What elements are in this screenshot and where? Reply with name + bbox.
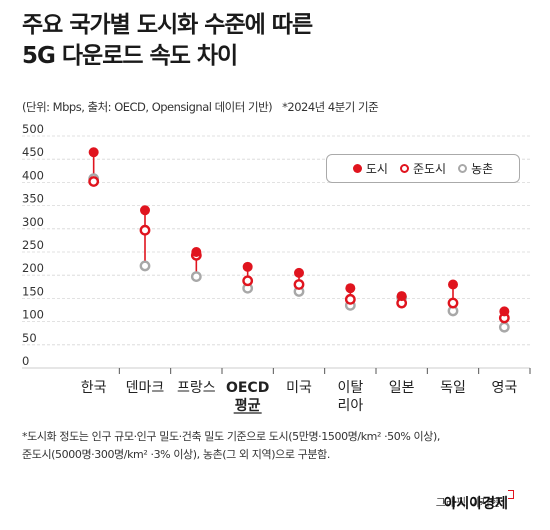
chart-title: 주요 국가별 도시화 수준에 따른 5G 다운로드 속도 차이 — [22, 10, 522, 72]
y-tick-label: 150 — [22, 284, 44, 298]
y-tick-label: 250 — [22, 238, 44, 252]
footnote: *도시화 정도는 인구 규모·인구 밀도·건축 밀도 기준으로 도시(5만명·1… — [22, 428, 532, 464]
x-tick-label: 프랑스 — [177, 380, 216, 396]
legend-label-semi: 준도시 — [412, 162, 447, 176]
semi-urban-point — [344, 293, 356, 305]
y-tick-label: 50 — [22, 331, 37, 345]
unit-source-note: (단위: Mbps, 출처: OECD, Opensignal 데이터 기반) — [22, 100, 273, 114]
urban-point — [88, 147, 99, 158]
title-line-2: 5G 다운로드 속도 차이 — [22, 43, 238, 69]
urban-point — [242, 261, 253, 272]
graphic-credit: 그래픽 이지현 — [435, 496, 500, 509]
urban-point — [396, 291, 407, 302]
rural-point — [139, 260, 151, 272]
y-tick-label: 400 — [22, 168, 44, 182]
y-tick-label: 0 — [22, 354, 29, 368]
x-tick-label: 독일 — [440, 380, 466, 396]
x-tick-label: 영국 — [491, 380, 517, 396]
legend: 도시 준도시 농촌 — [326, 154, 520, 183]
rural-marker-icon — [458, 164, 468, 173]
legend-item-rural: 농촌 — [458, 160, 493, 177]
semi-urban-point — [139, 224, 151, 236]
semi-urban-point — [242, 275, 254, 287]
semi-urban-marker-icon — [399, 164, 409, 173]
rural-point — [190, 271, 202, 282]
brand-mark-icon — [508, 490, 514, 499]
x-tick-label: 리아 — [337, 398, 363, 414]
chart-subtitle: (단위: Mbps, 출처: OECD, Opensignal 데이터 기반) *… — [22, 99, 379, 115]
urban-point — [140, 205, 150, 216]
urban-point — [448, 279, 458, 290]
chart-plot: 0 50 100 150 200 250 300 350 400 450 500 한국 덴마크 프랑스 OE… — [22, 122, 531, 414]
x-tick-label: 일본 — [389, 380, 415, 396]
y-tick-label: 200 — [22, 261, 44, 275]
urban-point — [294, 267, 304, 278]
semi-urban-point — [447, 297, 459, 309]
y-tick-label: 300 — [22, 215, 44, 229]
date-note: *2024년 4분기 기준 — [282, 100, 379, 114]
urban-point — [191, 247, 202, 257]
y-tick-label: 350 — [22, 192, 44, 206]
footnote-line-1: *도시화 정도는 인구 규모·인구 밀도·건축 밀도 기준으로 도시(5만명·1… — [22, 430, 440, 443]
y-tick-label: 100 — [22, 308, 44, 322]
rural-point — [498, 321, 510, 333]
x-tick-label: OECD — [226, 380, 269, 396]
y-tick-label: 450 — [22, 145, 44, 159]
x-tick-label: 한국 — [81, 380, 107, 396]
x-tick-label: 이탈 — [337, 380, 363, 396]
x-tick-label: 미국 — [286, 380, 312, 396]
x-tick-label: 덴마크 — [126, 380, 165, 396]
legend-label-rural: 농촌 — [471, 162, 494, 176]
y-tick-label: 500 — [22, 122, 44, 136]
legend-item-urban: 도시 — [352, 160, 388, 177]
semi-urban-point — [293, 279, 305, 290]
legend-label-urban: 도시 — [365, 162, 388, 176]
semi-urban-point — [88, 176, 100, 187]
brand-logo: 아시아경제 — [443, 496, 508, 512]
legend-item-semi: 준도시 — [399, 160, 447, 177]
urban-point — [499, 306, 510, 317]
title-line-1: 주요 국가별 도시화 수준에 따른 — [22, 12, 313, 38]
urban-point — [345, 283, 356, 294]
x-tick-label: 평균 — [235, 397, 261, 414]
urban-marker-icon — [352, 164, 362, 173]
footnote-line-2: 준도시(5000명·300명/km² ·3% 이상), 농촌(그 외 지역)으로… — [22, 448, 330, 461]
